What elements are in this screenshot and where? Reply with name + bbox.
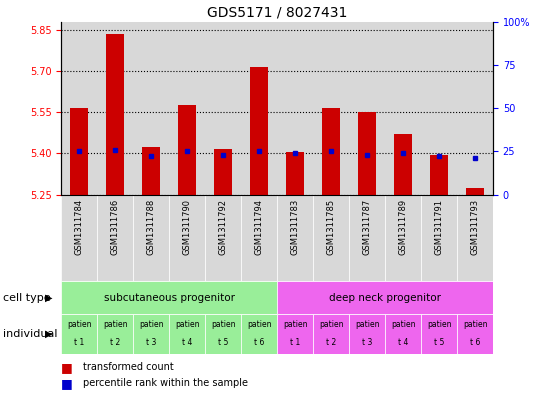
Bar (61, 314, 98, 354)
Text: deep neck progenitor: deep neck progenitor (329, 293, 441, 303)
Bar (133, 314, 169, 354)
Bar (205, 22, 241, 195)
Text: t 2: t 2 (110, 338, 120, 347)
Bar (457, 314, 493, 354)
Bar (394, 134, 412, 195)
Text: t 4: t 4 (182, 338, 192, 347)
Bar (169, 22, 205, 195)
Bar (169, 195, 205, 281)
Text: t 4: t 4 (398, 338, 408, 347)
Text: patien: patien (355, 320, 379, 329)
Bar (277, 281, 493, 314)
Bar (97, 22, 133, 195)
Bar (457, 22, 493, 195)
Bar (214, 149, 232, 195)
Text: patien: patien (247, 320, 271, 329)
Bar (277, 195, 313, 281)
Bar (133, 22, 169, 195)
Bar (250, 67, 268, 195)
Text: GSM1311790: GSM1311790 (183, 199, 192, 255)
Text: patien: patien (139, 320, 164, 329)
Bar (61, 281, 277, 314)
Text: ▶: ▶ (45, 293, 53, 303)
Text: patien: patien (175, 320, 199, 329)
Bar (133, 195, 169, 281)
Bar (421, 22, 457, 195)
Text: GSM1311794: GSM1311794 (255, 199, 264, 255)
Bar (61, 195, 98, 281)
Text: transformed count: transformed count (83, 362, 173, 373)
Text: cell type: cell type (3, 293, 50, 303)
Text: t 1: t 1 (290, 338, 300, 347)
Bar (286, 152, 304, 195)
Bar (205, 314, 241, 354)
Bar (421, 195, 457, 281)
Bar (349, 314, 385, 354)
Text: t 2: t 2 (326, 338, 336, 347)
Bar (106, 34, 124, 195)
Bar (205, 195, 241, 281)
Text: GSM1311788: GSM1311788 (147, 199, 156, 255)
Bar (277, 314, 313, 354)
Text: patien: patien (283, 320, 308, 329)
Text: t 1: t 1 (74, 338, 84, 347)
Text: GSM1311789: GSM1311789 (399, 199, 408, 255)
Text: subcutaneous progenitor: subcutaneous progenitor (104, 293, 235, 303)
Bar (457, 195, 493, 281)
Text: GSM1311785: GSM1311785 (327, 199, 336, 255)
Bar (358, 112, 376, 195)
Bar (313, 314, 349, 354)
Text: t 6: t 6 (254, 338, 264, 347)
Bar (430, 155, 448, 195)
Text: patien: patien (319, 320, 343, 329)
Bar (61, 22, 98, 195)
Bar (241, 195, 277, 281)
Bar (277, 22, 313, 195)
Bar (322, 108, 340, 195)
Bar (385, 22, 421, 195)
Bar (241, 314, 277, 354)
Bar (466, 188, 484, 195)
Text: GSM1311783: GSM1311783 (290, 199, 300, 255)
Bar (313, 22, 349, 195)
Text: patien: patien (427, 320, 451, 329)
Bar (142, 147, 160, 195)
Bar (178, 105, 196, 195)
Text: t 3: t 3 (146, 338, 156, 347)
Text: individual: individual (3, 329, 57, 339)
Text: t 3: t 3 (362, 338, 372, 347)
Title: GDS5171 / 8027431: GDS5171 / 8027431 (207, 5, 348, 19)
Bar (97, 314, 133, 354)
Text: GSM1311787: GSM1311787 (362, 199, 372, 255)
Bar (385, 314, 421, 354)
Text: ■: ■ (61, 361, 73, 374)
Text: patien: patien (211, 320, 236, 329)
Text: patien: patien (103, 320, 127, 329)
Text: t 6: t 6 (470, 338, 480, 347)
Bar (241, 22, 277, 195)
Bar (385, 195, 421, 281)
Text: t 5: t 5 (434, 338, 444, 347)
Text: patien: patien (67, 320, 92, 329)
Text: patien: patien (391, 320, 415, 329)
Bar (313, 195, 349, 281)
Text: GSM1311784: GSM1311784 (75, 199, 84, 255)
Bar (70, 108, 88, 195)
Text: ■: ■ (61, 376, 73, 390)
Bar (97, 195, 133, 281)
Text: GSM1311793: GSM1311793 (471, 199, 480, 255)
Bar (169, 314, 205, 354)
Text: percentile rank within the sample: percentile rank within the sample (83, 378, 248, 388)
Bar (349, 195, 385, 281)
Text: GSM1311792: GSM1311792 (219, 199, 228, 255)
Text: ▶: ▶ (45, 329, 53, 339)
Text: GSM1311791: GSM1311791 (434, 199, 443, 255)
Bar (349, 22, 385, 195)
Text: t 5: t 5 (218, 338, 228, 347)
Text: GSM1311786: GSM1311786 (111, 199, 120, 255)
Text: patien: patien (463, 320, 487, 329)
Bar (421, 314, 457, 354)
